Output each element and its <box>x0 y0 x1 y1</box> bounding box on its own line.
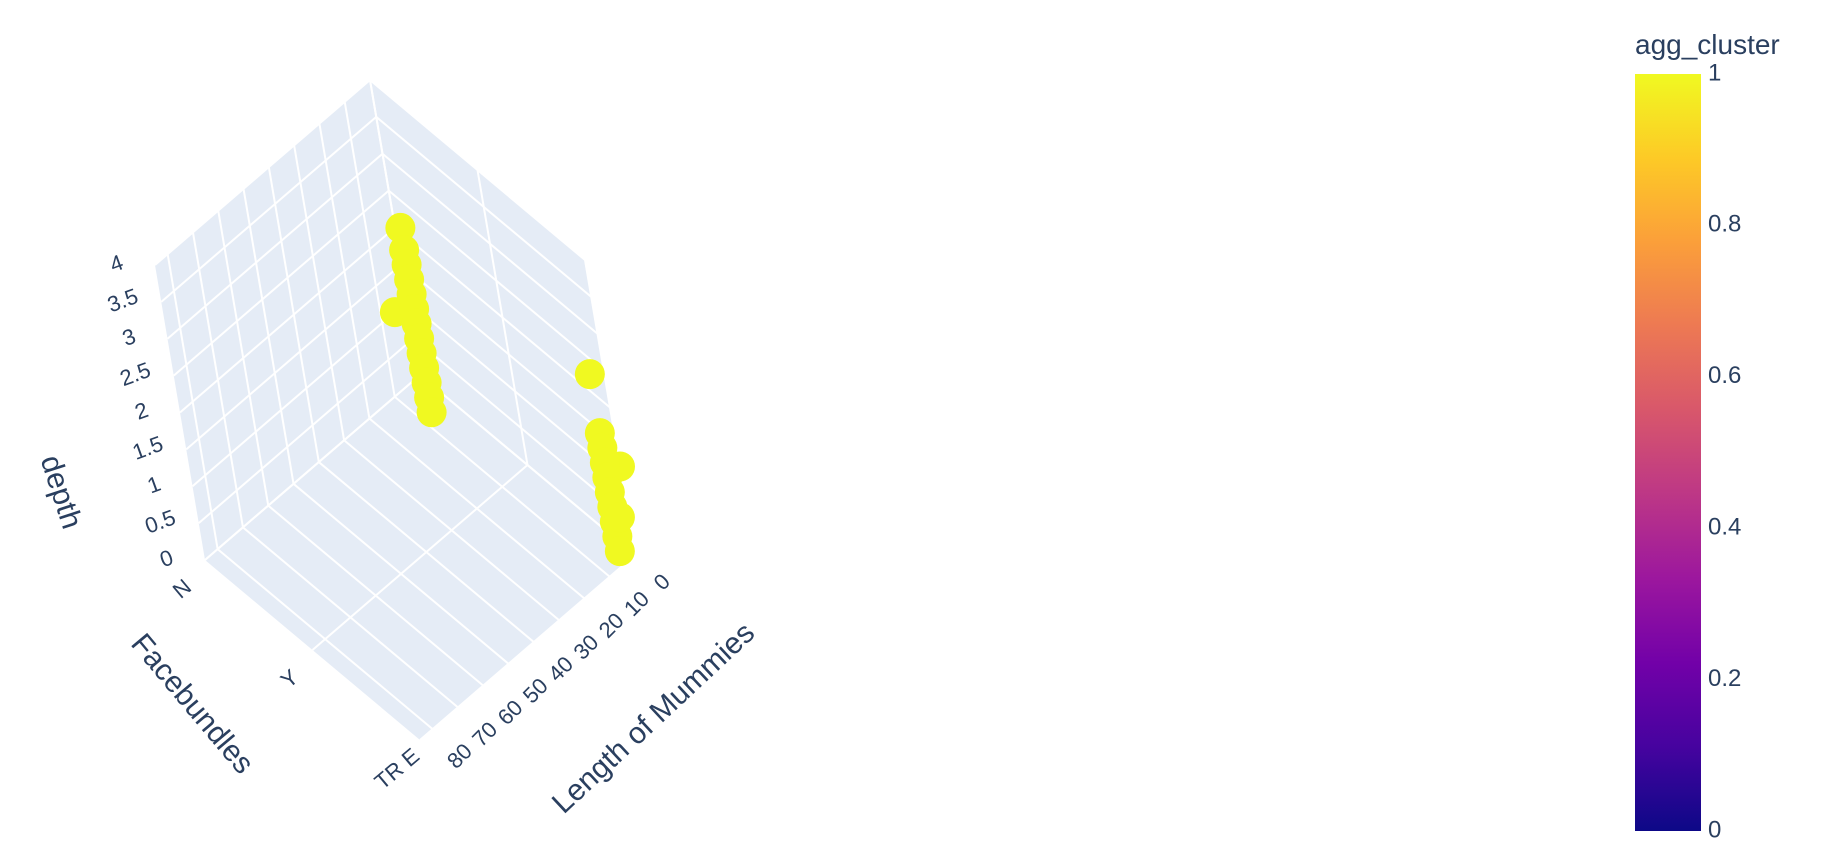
colorbar-tick-label: 0 <box>1708 816 1721 843</box>
z-gridline-left <box>154 79 371 266</box>
x-tick-label: 30 <box>568 630 603 665</box>
z-gridline-right <box>406 300 624 483</box>
data-points[interactable] <box>379 212 635 567</box>
z-gridline-left <box>160 116 377 303</box>
x-tick-label: 80 <box>442 738 477 773</box>
z-gridline-left <box>204 374 421 561</box>
y-tick-label: TR E <box>370 743 424 794</box>
colorbar-tick-label: 0.6 <box>1708 362 1741 389</box>
colorbar-ticks: 0 0.2 0.4 0.6 0.8 1 <box>1708 59 1741 843</box>
y-gridline-floor <box>419 554 636 741</box>
z-gridline-left <box>173 189 390 377</box>
z-tick-label: 0.5 <box>142 505 179 539</box>
z-tick-label: 3.5 <box>104 283 141 317</box>
colorbar-tick-label: 1 <box>1708 59 1721 86</box>
z-tick-label: 1.5 <box>129 431 166 465</box>
z-gridline-right <box>381 152 599 335</box>
z-gridline-left <box>179 226 396 414</box>
z-gridline-right <box>419 374 636 556</box>
z-gridline-right <box>369 79 586 261</box>
z-tick-label: 0 <box>156 545 176 573</box>
colorbar-gradient <box>1635 74 1701 831</box>
scene-panes <box>155 80 635 740</box>
colorbar-tick-label: 0.2 <box>1708 665 1741 692</box>
y-gridline-floor <box>311 464 529 651</box>
colorbar-title: agg_cluster <box>1635 29 1780 60</box>
data-point[interactable] <box>416 397 447 428</box>
x-tick-label: 0 <box>649 569 675 595</box>
x-tick-label: 60 <box>493 695 528 730</box>
x-tick-label: 20 <box>594 608 629 643</box>
z-tick-label: 2.5 <box>117 357 154 391</box>
data-point[interactable] <box>574 359 605 390</box>
data-point[interactable] <box>604 536 635 567</box>
z-gridline-left <box>198 337 415 524</box>
y-tick-label: Y <box>276 664 304 693</box>
z-tick-label: 2 <box>131 397 151 425</box>
y-axis-title: Facebundles <box>124 627 260 780</box>
x-tick-label: 70 <box>467 717 502 752</box>
x-tick-label: 50 <box>518 673 553 708</box>
data-point[interactable] <box>385 212 416 243</box>
z-tick-label: 4 <box>106 250 126 278</box>
colorbar-tick-label: 0.4 <box>1708 514 1741 541</box>
z-gridline-right <box>394 226 611 409</box>
x-tick-label: 10 <box>619 586 654 621</box>
z-gridline-left <box>185 263 402 451</box>
colorbar: agg_cluster 0 0.2 0.4 0.6 0.8 1 <box>1635 29 1780 843</box>
z-tick-label: 3 <box>119 323 139 351</box>
y-tick-label: N <box>168 574 196 603</box>
z-gridline-left <box>166 152 384 340</box>
data-point[interactable] <box>604 502 635 533</box>
z-gridline-left <box>191 300 409 488</box>
z-gridline-right <box>375 116 592 298</box>
z-gridline-right <box>413 337 630 519</box>
z-axis-title: depth <box>34 451 89 533</box>
z-gridline-right <box>400 263 617 446</box>
z-gridline-right <box>388 189 605 372</box>
x-tick-label: 40 <box>543 651 578 686</box>
z-tick-label: 1 <box>144 471 164 499</box>
colorbar-tick-label: 0.8 <box>1708 211 1741 238</box>
